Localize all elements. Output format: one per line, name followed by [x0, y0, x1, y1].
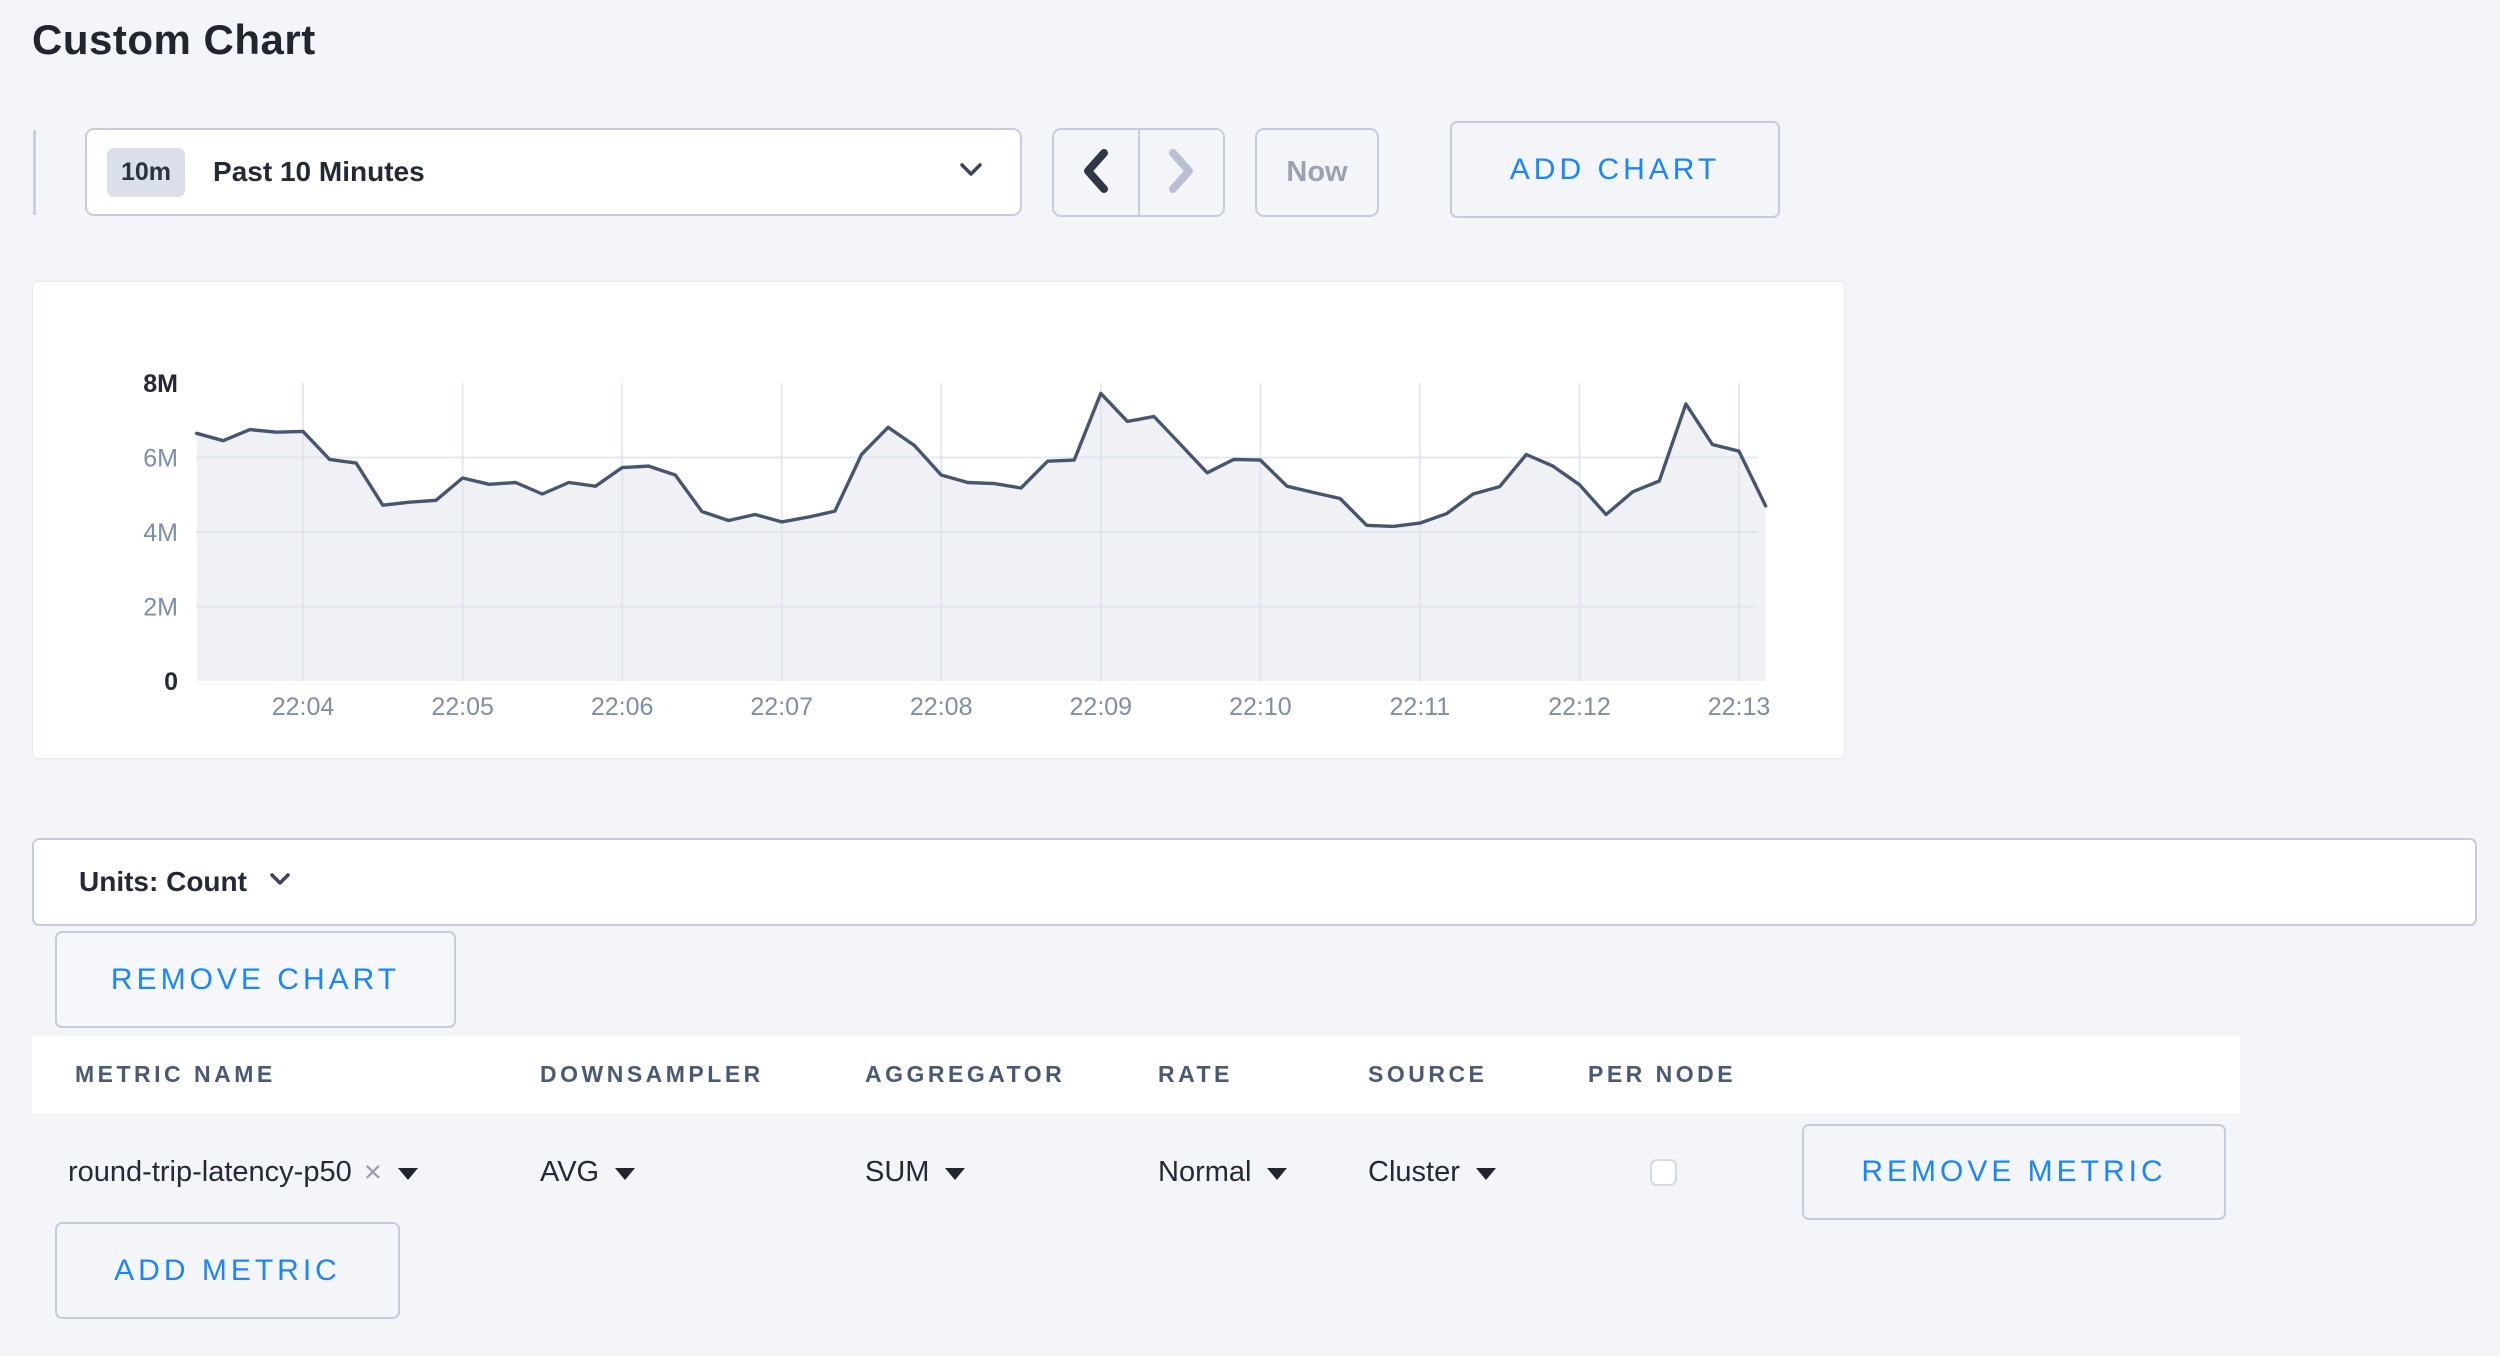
- remove-metric-button[interactable]: REMOVE METRIC: [1802, 1124, 2226, 1220]
- svg-text:0: 0: [164, 668, 178, 696]
- units-label: Units: Count: [79, 866, 247, 897]
- svg-text:8M: 8M: [143, 370, 178, 398]
- svg-text:22:08: 22:08: [910, 693, 973, 721]
- clear-metric-icon[interactable]: ×: [363, 1154, 382, 1189]
- column-header-aggregator: AGGREGATOR: [865, 1061, 1066, 1087]
- source-value: Cluster: [1368, 1155, 1460, 1188]
- now-button[interactable]: Now: [1255, 128, 1379, 217]
- toolbar-divider: [33, 130, 36, 215]
- metric-row: round-trip-latency-p50 × AVG SUM Normal …: [32, 1124, 2500, 1220]
- dropdown-caret-icon: [397, 1168, 418, 1180]
- svg-text:22:12: 22:12: [1548, 693, 1611, 721]
- source-dropdown[interactable]: Cluster: [1368, 1124, 1496, 1220]
- dropdown-caret-icon: [1267, 1168, 1288, 1180]
- chevron-right-icon: [1164, 147, 1198, 198]
- add-chart-button[interactable]: ADD CHART: [1450, 121, 1780, 218]
- column-header-metric-name: METRIC NAME: [75, 1061, 276, 1087]
- aggregator-value: SUM: [865, 1155, 930, 1188]
- per-node-cell: [1650, 1124, 1677, 1220]
- downsampler-value: AVG: [540, 1155, 600, 1188]
- timeseries-chart: 0 2M 4M 6M 8M 22:04 22:05 22:06 22:07 22:08 22:09 2…: [143, 370, 1771, 721]
- svg-text:22:09: 22:09: [1070, 693, 1133, 721]
- svg-text:6M: 6M: [143, 445, 178, 473]
- time-next-button[interactable]: [1137, 130, 1224, 215]
- downsampler-dropdown[interactable]: AVG: [540, 1124, 636, 1220]
- units-dropdown[interactable]: Units: Count: [32, 838, 2477, 926]
- rate-value: Normal: [1158, 1155, 1252, 1188]
- time-prev-button[interactable]: [1054, 130, 1138, 215]
- rate-dropdown[interactable]: Normal: [1158, 1124, 1288, 1220]
- svg-text:2M: 2M: [143, 594, 178, 622]
- column-header-downsampler: DOWNSAMPLER: [540, 1061, 764, 1087]
- chart-panel: 0 2M 4M 6M 8M 22:04 22:05 22:06 22:07 22:08 22:09 2…: [32, 281, 1845, 759]
- metric-name-value: round-trip-latency-p50: [68, 1155, 352, 1188]
- add-metric-button[interactable]: ADD METRIC: [55, 1222, 400, 1319]
- svg-text:22:07: 22:07: [750, 693, 813, 721]
- svg-text:22:06: 22:06: [591, 693, 654, 721]
- svg-text:22:04: 22:04: [272, 693, 335, 721]
- remove-chart-button[interactable]: REMOVE CHART: [55, 931, 456, 1028]
- column-header-rate: RATE: [1158, 1061, 1233, 1087]
- aggregator-dropdown[interactable]: SUM: [865, 1124, 966, 1220]
- page-title: Custom Chart: [32, 16, 316, 63]
- svg-text:4M: 4M: [143, 519, 178, 547]
- column-header-source: SOURCE: [1368, 1061, 1488, 1087]
- time-window-label: Past 10 Minutes: [213, 156, 425, 187]
- dropdown-caret-icon: [615, 1168, 636, 1180]
- svg-text:22:05: 22:05: [431, 693, 494, 721]
- svg-text:22:13: 22:13: [1708, 693, 1771, 721]
- per-node-checkbox[interactable]: [1650, 1158, 1677, 1186]
- chevron-left-icon: [1079, 147, 1113, 198]
- time-window-dropdown[interactable]: 10m Past 10 Minutes: [85, 128, 1022, 216]
- chevron-down-icon: [267, 871, 293, 894]
- metric-name-dropdown[interactable]: round-trip-latency-p50 ×: [68, 1124, 418, 1220]
- column-header-per-node: PER NODE: [1588, 1061, 1737, 1087]
- svg-text:22:11: 22:11: [1390, 693, 1451, 721]
- svg-text:22:10: 22:10: [1229, 693, 1292, 721]
- metrics-table-header: METRIC NAME DOWNSAMPLER AGGREGATOR RATE …: [32, 1036, 2240, 1113]
- chevron-down-icon: [956, 160, 986, 185]
- dropdown-caret-icon: [945, 1168, 966, 1180]
- time-nav-group: [1052, 128, 1225, 217]
- time-window-badge: 10m: [107, 147, 186, 197]
- dropdown-caret-icon: [1475, 1168, 1496, 1180]
